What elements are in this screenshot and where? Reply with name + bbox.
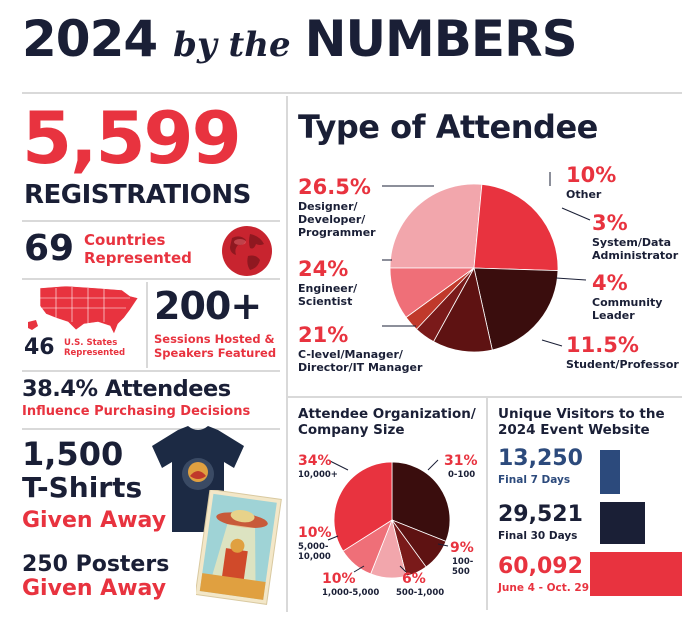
attendee-pct-other: 10% xyxy=(566,163,617,187)
attendee-pct-community: 4% xyxy=(592,271,628,295)
leader-line-6 xyxy=(541,339,563,347)
attendee-type-pie xyxy=(382,172,591,353)
org-size-title-2: Company Size xyxy=(298,422,405,438)
influence-label: Influence Purchasing Decisions xyxy=(22,404,251,419)
org-label-5000-10000-1: 5,000- xyxy=(298,542,329,552)
sessions-value: 200+ xyxy=(154,284,262,328)
divider xyxy=(288,396,682,398)
states-value: 46 xyxy=(24,335,55,360)
visitors-bar-total xyxy=(590,552,682,596)
posters-label: Given Away xyxy=(22,576,167,601)
states-label-1: U.S. States xyxy=(64,338,118,348)
org-label-10000plus: 10,000+ xyxy=(298,470,338,480)
divider xyxy=(486,398,488,610)
countries-value: 69 xyxy=(24,228,75,269)
page-title: 2024 by the NUMBERS xyxy=(22,10,682,80)
org-pct-10000plus: 34% xyxy=(298,453,332,469)
visitors-value-total: 60,092 xyxy=(498,554,583,579)
attendee-type-slice-6 xyxy=(389,267,476,318)
registrations-value: 5,599 xyxy=(22,96,242,180)
org-size-slice-0 xyxy=(391,461,451,542)
org-leader-line-0 xyxy=(327,459,349,471)
title-by-the: by the xyxy=(173,25,291,65)
attendee-label-clevel-1: C-level/Manager/ xyxy=(298,348,403,361)
visitors-title-1: Unique Visitors to the xyxy=(498,406,665,422)
org-size-pie xyxy=(327,459,451,579)
globe-icon xyxy=(222,226,272,276)
attendee-pct-engineer: 24% xyxy=(298,257,349,281)
divider xyxy=(146,282,148,368)
org-size-slice-5 xyxy=(333,461,393,552)
org-leader-line-3 xyxy=(437,543,449,547)
org-leader-line-4 xyxy=(353,565,365,573)
attendee-label-clevel-2: Director/IT Manager xyxy=(298,361,423,374)
org-pct-100-500: 9% xyxy=(450,540,474,556)
divider xyxy=(22,428,280,430)
org-leader-line-1 xyxy=(427,459,439,471)
org-pct-5000-10000: 10% xyxy=(298,525,332,541)
attendee-type-slice-1 xyxy=(473,183,559,272)
attendee-pct-clevel: 21% xyxy=(298,323,349,347)
org-label-5000-10000-2: 10,000 xyxy=(298,552,331,562)
org-leader-line-5 xyxy=(399,565,407,573)
title-numbers: NUMBERS xyxy=(304,10,578,68)
attendee-label-engineer-1: Engineer/ xyxy=(298,282,358,295)
states-label-2: Represented xyxy=(64,348,126,358)
visitors-value-7days: 13,250 xyxy=(498,446,583,471)
visitors-value-30days: 29,521 xyxy=(498,502,583,527)
divider xyxy=(22,278,280,280)
attendee-label-designer-1: Designer/ xyxy=(298,200,358,213)
title-year: 2024 xyxy=(22,10,158,68)
attendee-type-title: Type of Attendee xyxy=(298,108,598,146)
attendee-pct-designer: 26.5% xyxy=(298,175,371,199)
org-label-0-100: 0-100 xyxy=(448,470,476,480)
visitors-label-total: June 4 - Oct. 29 xyxy=(498,582,590,594)
org-pct-1000-5000: 10% xyxy=(322,571,356,587)
countries-label-1: Countries xyxy=(84,231,166,249)
visitors-bar-30days xyxy=(600,502,645,544)
attendee-label-student: Student/Professor xyxy=(566,358,679,371)
tshirts-line2: T-Shirts xyxy=(22,471,143,504)
attendee-label-community-1: Community xyxy=(592,296,663,309)
org-label-100-500-2: 500 xyxy=(452,567,470,577)
attendee-label-engineer-2: Scientist xyxy=(298,295,353,308)
attendee-label-community-2: Leader xyxy=(592,309,635,322)
org-pct-0-100: 31% xyxy=(444,453,478,469)
divider xyxy=(22,92,682,94)
leader-line-4 xyxy=(561,207,591,221)
attendee-type-slice-2 xyxy=(473,267,559,351)
attendee-label-sysadmin-2: Administrator xyxy=(592,249,679,262)
attendee-label-sysadmin-1: System/Data xyxy=(592,236,672,249)
visitors-label-7days: Final 7 Days xyxy=(498,474,571,486)
attendee-label-other: Other xyxy=(566,188,602,201)
attendee-pct-sysadmin: 3% xyxy=(592,211,628,235)
attendee-label-designer-2: Developer/ xyxy=(298,213,366,226)
attendee-label-designer-3: Programmer xyxy=(298,226,376,239)
visitors-title-2: 2024 Event Website xyxy=(498,422,650,438)
sessions-label-2: Speakers Featured xyxy=(154,346,277,360)
org-leader-line-2 xyxy=(327,535,339,541)
divider xyxy=(22,370,280,372)
org-size-title-1: Attendee Organization/ xyxy=(298,406,476,422)
leader-line-5 xyxy=(555,277,587,281)
org-label-1000-5000: 1,000-5,000 xyxy=(322,588,380,598)
org-label-500-1000: 500-1,000 xyxy=(396,588,445,598)
sessions-label-1: Sessions Hosted & xyxy=(154,332,275,346)
divider xyxy=(286,96,288,612)
tshirts-label: Given Away xyxy=(22,508,167,533)
attendee-pct-student: 11.5% xyxy=(566,333,639,357)
org-label-100-500-1: 100- xyxy=(452,557,474,567)
countries-label-2: Represented xyxy=(84,249,192,267)
visitors-label-30days: Final 30 Days xyxy=(498,530,578,542)
posters-value: 250 Posters xyxy=(22,552,170,577)
visitors-bar-7days xyxy=(600,450,620,494)
org-pct-500-1000: 6% xyxy=(402,571,426,587)
registrations-label: REGISTRATIONS xyxy=(24,180,251,210)
influence-value: 38.4% Attendees xyxy=(22,376,231,402)
poster-image xyxy=(196,490,282,605)
tshirts-value: 1,500 xyxy=(22,435,124,473)
attendee-type-slice-0 xyxy=(389,183,483,269)
divider xyxy=(22,220,280,222)
us-map-icon xyxy=(28,285,139,335)
